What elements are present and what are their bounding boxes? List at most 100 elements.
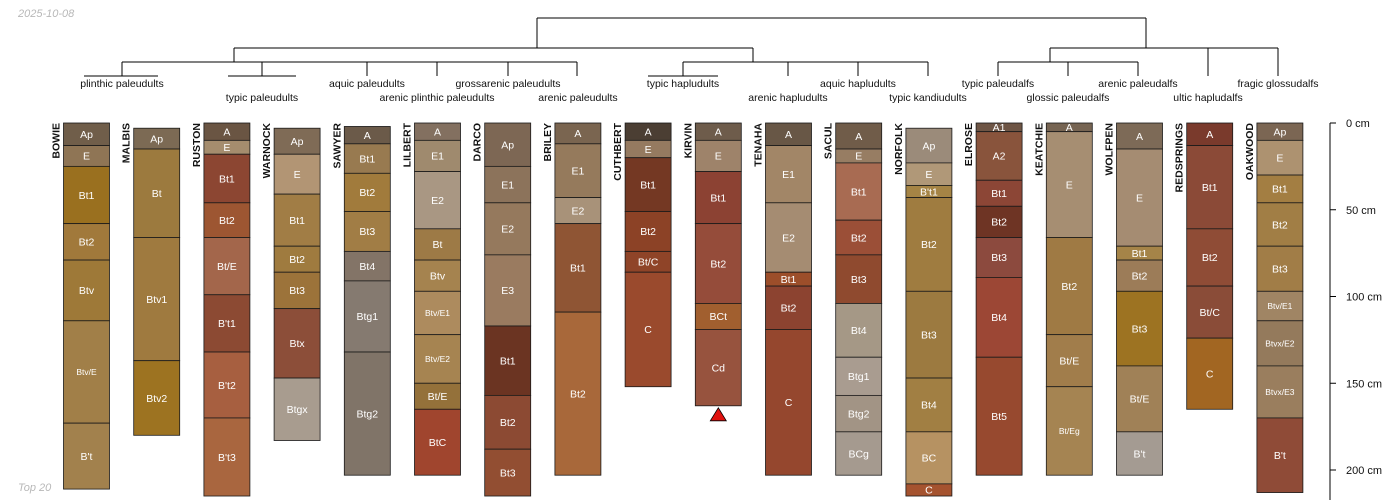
group-label: plinthic paleudults [80, 78, 163, 90]
horizon-block [835, 394, 883, 433]
horizon-label: Btv/E [76, 367, 97, 377]
horizon-label: Bt1 [1202, 182, 1218, 194]
horizon-label: Bt1 [640, 179, 656, 191]
horizon-block [835, 303, 883, 358]
horizon-label: C [925, 485, 933, 497]
depth-tick-label: 50 cm [1346, 205, 1376, 217]
group-label: arenic paleudults [538, 92, 617, 104]
group-label: aquic hapludults [820, 78, 896, 90]
horizon-block [273, 271, 321, 310]
horizon-block [203, 294, 251, 353]
horizon-label: Btv [430, 270, 446, 282]
horizon-block [975, 356, 1023, 476]
group-label: typic hapludults [647, 78, 719, 90]
profile-name: LILBERT [402, 122, 414, 167]
profile-name: WARNOCK [261, 123, 273, 179]
horizon-label: A [1136, 131, 1143, 143]
horizon-label: E1 [782, 169, 795, 181]
horizon-label: Ap [1273, 126, 1286, 138]
horizon-label: A [434, 126, 441, 138]
horizon-label: Bt2 [570, 388, 586, 400]
horizon-label: Bt2 [851, 232, 867, 244]
horizon-block [975, 179, 1023, 207]
horizon-label: A [1206, 129, 1213, 141]
horizon-block [484, 202, 532, 256]
soil-profile: LILBERT A E1 E2 Bt Btv Btv/E1 Btv/E2 Bt/E BtC [402, 122, 461, 476]
horizon-block [343, 143, 391, 174]
horizon-label: A2 [993, 151, 1006, 163]
horizon-block [414, 290, 461, 336]
profile-name: SAWYER [331, 123, 343, 169]
soil-profile: ELROSE A1 A2 Bt1 Bt2 Bt3 Bt4 Bt5 [963, 122, 1023, 476]
soil-profile: WOLFPEN A E Bt1 Bt2 Bt3 Bt/E B't [1104, 122, 1163, 476]
soil-profile: WARNOCK Ap E Bt1 Bt2 Bt3 Btx Btgx [261, 123, 321, 441]
horizon-block [1256, 365, 1304, 419]
horizon-label: Bt/C [1199, 307, 1220, 319]
horizon-block [203, 351, 251, 419]
horizon-label: B't [1134, 448, 1146, 460]
horizon-label: Bt3 [991, 252, 1007, 264]
horizon-block [484, 448, 532, 497]
horizon-block [1256, 290, 1304, 322]
horizon-label: E1 [431, 151, 444, 163]
horizon-block [63, 259, 110, 322]
horizon-block [975, 205, 1023, 238]
soil-profile: TENAHA A E1 E2 Bt1 Bt2 C [753, 123, 812, 476]
horizon-block [203, 417, 251, 497]
horizon-block [835, 356, 883, 396]
horizon-label: Bt/E [217, 261, 237, 273]
horizon-label: Bt [433, 239, 443, 251]
horizon-block [273, 153, 321, 195]
horizon-label: Ap [501, 139, 514, 151]
horizon-label: Btv/E1 [425, 308, 450, 318]
horizon-block [835, 219, 883, 256]
depth-tick-label: 100 cm [1346, 292, 1382, 304]
soil-profile: CUTHBERT AE Bt1 Bt2 Bt/C C [612, 122, 672, 388]
horizon-label: E [294, 169, 301, 181]
horizon-block [484, 254, 532, 327]
horizon-label: E2 [782, 232, 795, 244]
horizon-label: E [1276, 152, 1283, 164]
horizon-block [554, 311, 602, 476]
horizon-block [1186, 145, 1234, 230]
horizon-label: B't3 [218, 452, 236, 464]
dendrogram [84, 17, 1279, 77]
horizon-label: Bt1 [781, 274, 797, 286]
horizon-block [1045, 334, 1093, 388]
horizon-label: Bt4 [921, 400, 937, 412]
horizon-block [624, 271, 672, 388]
depth-tick-label: 200 cm [1346, 465, 1382, 477]
horizon-label: B't2 [218, 380, 236, 392]
horizon-block [975, 277, 1023, 358]
horizon-block [905, 483, 953, 497]
horizon-label: Btv/E1 [1267, 301, 1292, 311]
horizon-label: Bt1 [219, 173, 235, 185]
horizon-block [63, 320, 110, 424]
depth-tick-label: 150 cm [1346, 378, 1382, 390]
horizon-label: Bt2 [781, 303, 797, 315]
horizon-label: E3 [501, 285, 514, 297]
profile-name: CUTHBERT [612, 122, 624, 180]
horizon-block [554, 143, 602, 199]
horizon-label: Bt1 [1272, 184, 1288, 196]
profile-name: BRILEY [542, 123, 554, 162]
horizon-block [975, 237, 1023, 278]
horizon-block [484, 325, 532, 396]
horizon-block [414, 171, 461, 230]
soil-profile: REDSPRINGS A Bt1 Bt2 Bt/C C [1174, 122, 1234, 410]
horizon-block [1045, 131, 1093, 238]
profile-name: DARCO [472, 123, 484, 162]
horizon-label: E2 [501, 224, 514, 236]
profile-name: BOWIE [51, 123, 63, 159]
horizon-block [694, 171, 742, 225]
soil-profile: BRILEY A E1 E2 Bt1 Bt2 [542, 122, 602, 476]
horizon-block [1256, 417, 1304, 493]
horizon-label: Bt/C [638, 257, 659, 269]
horizon-block [273, 193, 321, 247]
horizon-block [1116, 431, 1163, 476]
horizon-block [273, 377, 321, 441]
horizon-label: E2 [431, 195, 444, 207]
profile-name: REDSPRINGS [1174, 123, 1186, 192]
horizon-block [835, 122, 883, 150]
horizon-label: B't1 [920, 186, 938, 198]
